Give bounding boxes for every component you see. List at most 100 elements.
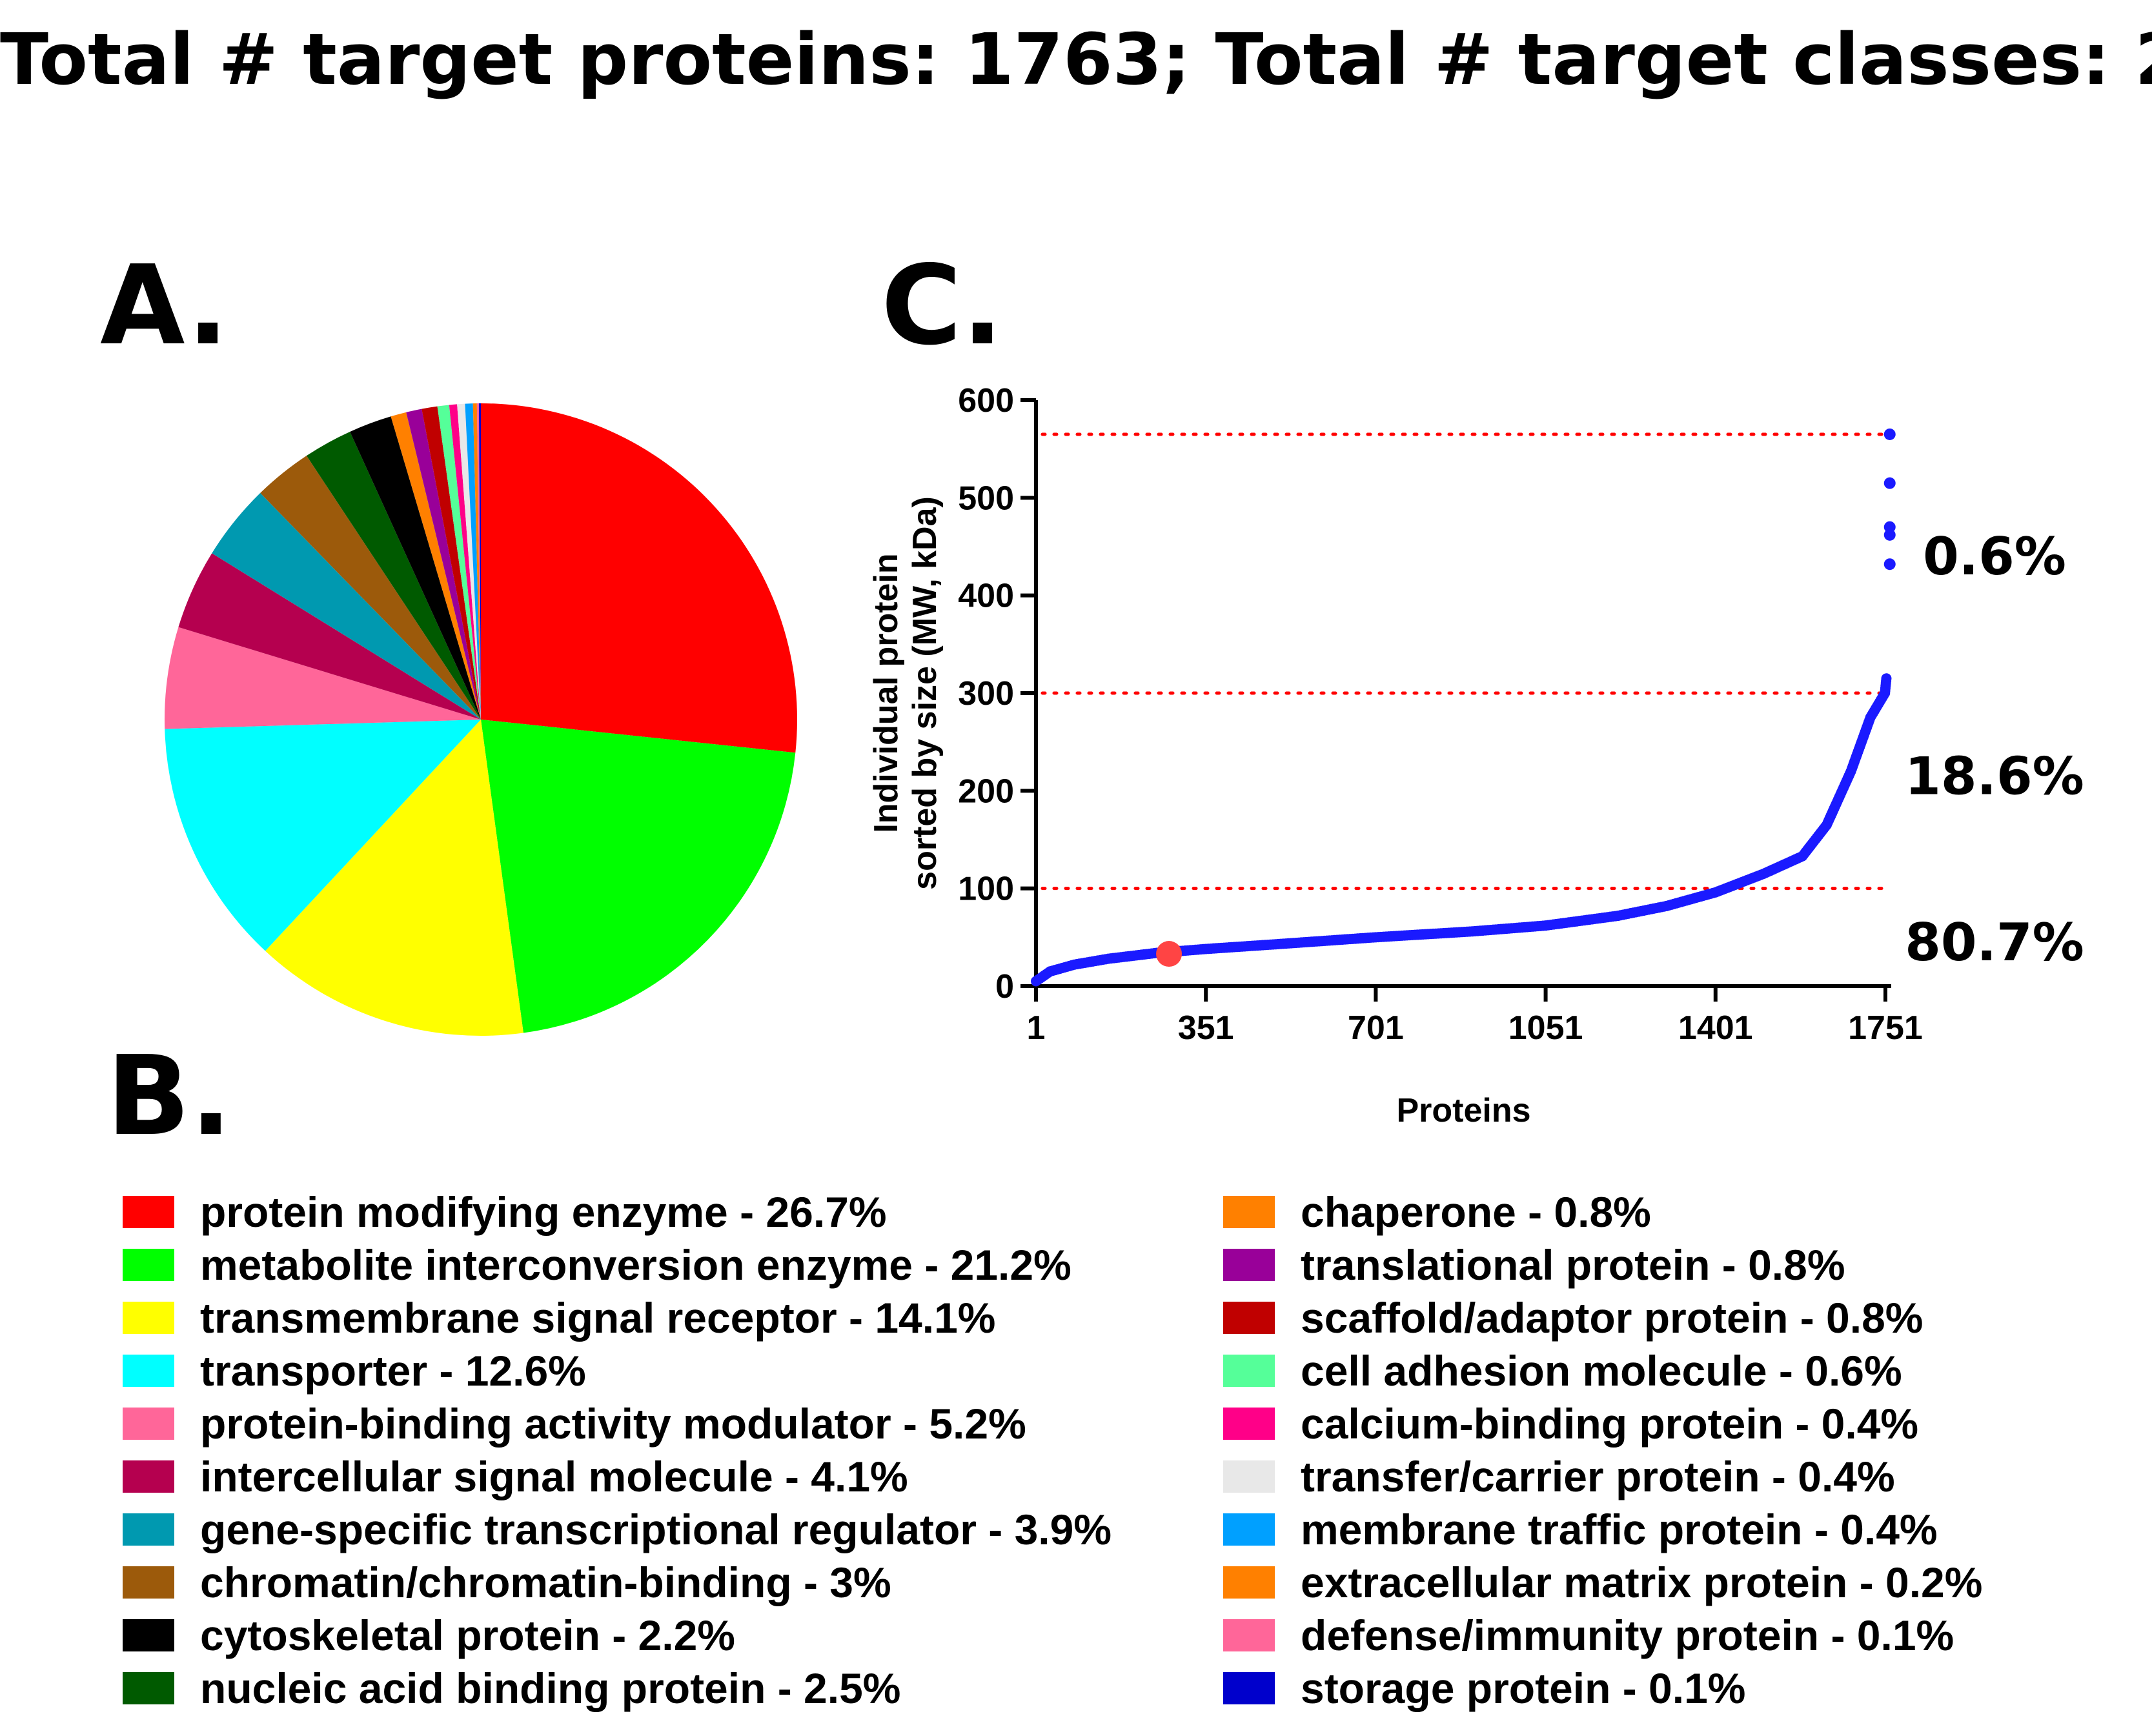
percent-annotation: 80.7%	[1905, 913, 2084, 973]
pie-slice-0	[481, 403, 797, 753]
pie-chart	[165, 403, 797, 1036]
panel-label-b: B.	[107, 1033, 232, 1160]
legend-item: intercellular signal molecule - 4.1%	[123, 1450, 1112, 1503]
legend-swatch	[123, 1566, 174, 1599]
legend-item: membrane traffic protein - 0.4%	[1223, 1503, 1982, 1556]
pie-slice-12	[421, 406, 481, 720]
legend-left: protein modifying enzyme - 26.7% metaboli…	[123, 1186, 1112, 1715]
legend-swatch	[123, 1355, 174, 1387]
legend-swatch	[123, 1196, 174, 1228]
pie-slice-16	[465, 403, 481, 720]
page-title: Total # target proteins: 1763; Total # t…	[0, 18, 2152, 101]
x-tick-label: 1051	[1508, 1009, 1583, 1047]
legend-swatch	[123, 1672, 174, 1704]
legend-label: metabolite interconversion enzyme - 21.2…	[200, 1241, 1071, 1289]
legend-swatch	[123, 1302, 174, 1334]
legend-item: cell adhesion molecule - 0.6%	[1223, 1344, 1982, 1397]
legend-label: translational protein - 0.8%	[1301, 1241, 1845, 1289]
legend-label: defense/immunity protein - 0.1%	[1301, 1611, 1954, 1659]
pie-slice-9	[350, 416, 481, 720]
pie-slice-6	[212, 492, 481, 720]
x-tick-label: 1	[1027, 1009, 1046, 1047]
legend-swatch	[1223, 1513, 1275, 1546]
y-tick-label: 400	[958, 578, 1014, 615]
percent-annotation: 18.6%	[1905, 747, 2084, 807]
legend-item: chaperone - 0.8%	[1223, 1186, 1982, 1238]
y-axis-label-line2: sorted by size (MW, kDa)	[906, 496, 944, 890]
legend-label: transmembrane signal receptor - 14.1%	[200, 1294, 996, 1342]
y-tick-label: 300	[958, 675, 1014, 712]
pie-slice-18	[476, 403, 481, 720]
legend-item: calcium-binding protein - 0.4%	[1223, 1397, 1982, 1450]
legend-item: defense/immunity protein - 0.1%	[1223, 1609, 1982, 1662]
legend-item: transmembrane signal receptor - 14.1%	[123, 1291, 1112, 1344]
legend-label: nucleic acid binding protein - 2.5%	[200, 1664, 901, 1712]
legend-swatch	[1223, 1302, 1275, 1334]
legend-label: extracellular matrix protein - 0.2%	[1301, 1559, 1983, 1606]
legend-swatch	[123, 1513, 174, 1546]
outlier-point	[1883, 428, 1896, 440]
x-tick-label: 351	[1178, 1009, 1234, 1047]
pie-slice-5	[178, 553, 481, 720]
legend-label: cytoskeletal protein - 2.2%	[200, 1611, 735, 1659]
legend-item: gene-specific transcriptional regulator …	[123, 1503, 1112, 1556]
pie-slice-11	[406, 409, 481, 720]
legend-item: cytoskeletal protein - 2.2%	[123, 1609, 1112, 1662]
legend-swatch	[1223, 1672, 1275, 1704]
legend-swatch	[1223, 1619, 1275, 1651]
legend-swatch	[1223, 1355, 1275, 1387]
legend-item: extracellular matrix protein - 0.2%	[1223, 1556, 1982, 1609]
x-axis-label: Proteins	[1396, 1092, 1530, 1129]
legend-item: protein modifying enzyme - 26.7%	[123, 1186, 1112, 1238]
legend-swatch	[123, 1619, 174, 1651]
legend-swatch	[123, 1408, 174, 1440]
pie-slice-2	[265, 720, 523, 1036]
legend-item: transfer/carrier protein - 0.4%	[1223, 1450, 1982, 1503]
legend-label: calcium-binding protein - 0.4%	[1301, 1400, 1919, 1448]
legend-swatch	[123, 1249, 174, 1281]
pie-slice-4	[165, 627, 481, 729]
legend-label: cell adhesion molecule - 0.6%	[1301, 1347, 1902, 1395]
panel-label-a: A.	[100, 242, 229, 370]
y-axis-label-line1: Individual protein	[868, 553, 905, 833]
legend-label: membrane traffic protein - 0.4%	[1301, 1506, 1938, 1553]
panel-label-c: C.	[881, 242, 1004, 370]
legend-swatch	[1223, 1566, 1275, 1599]
pie-slice-10	[391, 412, 481, 720]
legend-swatch	[1223, 1249, 1275, 1281]
legend-item: metabolite interconversion enzyme - 21.2…	[123, 1238, 1112, 1291]
legend-label: protein-binding activity modulator - 5.2…	[200, 1400, 1026, 1448]
legend-swatch	[123, 1460, 174, 1493]
data-point	[1881, 673, 1892, 684]
legend-label: transfer/carrier protein - 0.4%	[1301, 1453, 1895, 1500]
legend-label: gene-specific transcriptional regulator …	[200, 1506, 1112, 1553]
legend-item: scaffold/adaptor protein - 0.8%	[1223, 1291, 1982, 1344]
legend-label: chaperone - 0.8%	[1301, 1188, 1651, 1236]
pie-slice-8	[306, 431, 481, 720]
legend-swatch	[1223, 1460, 1275, 1493]
pie-slice-15	[457, 403, 481, 720]
scatter-chart: 0 100 200 300 400 500 600 1 351 701 1051 1401 1751 Pr…	[868, 382, 2084, 1129]
legend-label: storage protein - 0.1%	[1301, 1664, 1746, 1712]
pie-slice-3	[165, 720, 481, 951]
pie-slice-17	[472, 403, 481, 720]
percent-annotation: 0.6%	[1923, 527, 2066, 587]
pie-slice-13	[437, 405, 481, 720]
legend-item: protein-binding activity modulator - 5.2…	[123, 1397, 1112, 1450]
pie-slice-19	[478, 403, 481, 720]
pie-slice-1	[481, 720, 796, 1033]
legend-swatch	[1223, 1196, 1275, 1228]
pie-slice-7	[260, 456, 481, 720]
pie-slice-14	[449, 404, 481, 720]
y-tick-label: 100	[958, 871, 1014, 908]
legend-label: transporter - 12.6%	[200, 1347, 586, 1395]
legend-label: chromatin/chromatin-binding - 3%	[200, 1559, 891, 1606]
legend-item: chromatin/chromatin-binding - 3%	[123, 1556, 1112, 1609]
y-tick-label: 500	[958, 479, 1014, 517]
x-tick-label: 1751	[1848, 1009, 1923, 1047]
data-series	[1031, 673, 1892, 987]
y-tick-label: 200	[958, 772, 1014, 810]
x-tick-label: 701	[1348, 1009, 1404, 1047]
legend-label: protein modifying enzyme - 26.7%	[200, 1188, 887, 1236]
legend-item: storage protein - 0.1%	[1223, 1662, 1982, 1715]
